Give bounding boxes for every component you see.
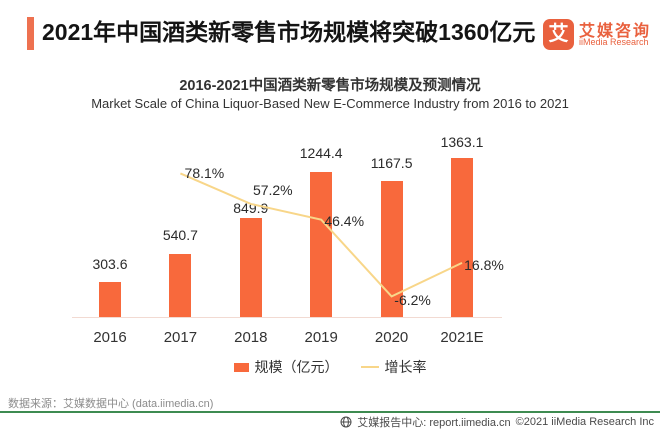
value-label-2017: 540.7 (162, 227, 198, 244)
iimedia-logo-icon: 艾 (543, 19, 574, 50)
data-source-note: 数据来源：艾媒数据中心 (data.iimedia.cn) (8, 398, 214, 410)
logo-name-cn: 艾媒咨询 (579, 23, 652, 40)
chart-title: 2016-2021中国酒类新零售市场规模及预测情况 (179, 78, 481, 94)
bar-2020 (380, 180, 403, 318)
x-label-2016: 2016 (93, 329, 127, 346)
value-label-2018: 849.9 (233, 200, 269, 217)
x-label-2017: 2017 (163, 329, 198, 346)
chart-legend: 规模（亿元） 增长率 (0, 357, 660, 377)
value-label-2021E: 1363.1 (440, 134, 484, 151)
legend-item-growth: 增长率 (360, 357, 427, 377)
growth-label-2018: 57.2% (252, 181, 293, 198)
value-label-2020: 1167.5 (370, 154, 413, 171)
x-label-2020: 2020 (374, 329, 409, 346)
growth-label-2020: -6.2% (394, 292, 431, 309)
value-label-2019: 1244.4 (299, 144, 343, 161)
growth-label-2017: 78.1% (184, 165, 225, 182)
value-label-2016: 303.6 (92, 255, 128, 272)
title-accent-bar (27, 17, 34, 50)
legend-label-scale: 规模（亿元） (254, 359, 339, 375)
x-label-2019: 2019 (304, 329, 338, 346)
bar-2016 (99, 281, 121, 318)
legend-item-scale: 规模（亿元） (233, 357, 339, 377)
growth-label-2021E: 16.8% (464, 256, 504, 273)
line-swatch-icon (360, 366, 379, 368)
bar-2017 (169, 254, 192, 318)
x-label-2021E: 2021E (440, 329, 484, 346)
footer-copyright: ©2021 iiMedia Research Inc (515, 416, 654, 428)
x-axis-line (72, 317, 502, 318)
legend-label-growth: 增长率 (384, 359, 427, 375)
page-title: 2021年中国酒类新零售市场规模将突破1360亿元 (42, 19, 536, 45)
chart-subtitle: Market Scale of China Liquor-Based New E… (91, 96, 569, 111)
growth-label-2019: 46.4% (324, 212, 365, 229)
footer-bar: 艾媒报告中心: report.iimedia.cn ©2021 iiMedia … (340, 414, 654, 429)
globe-icon (340, 416, 352, 428)
bar-swatch-icon (233, 362, 249, 372)
bar-2021E (451, 158, 473, 318)
x-label-2018: 2018 (234, 329, 268, 346)
bar-2019 (310, 171, 333, 318)
bar-2018 (239, 218, 262, 318)
logo-name-en: iiMedia Research (579, 37, 649, 47)
footer-report-center: 艾媒报告中心: report.iimedia.cn (357, 417, 511, 429)
footer-divider (0, 411, 660, 413)
